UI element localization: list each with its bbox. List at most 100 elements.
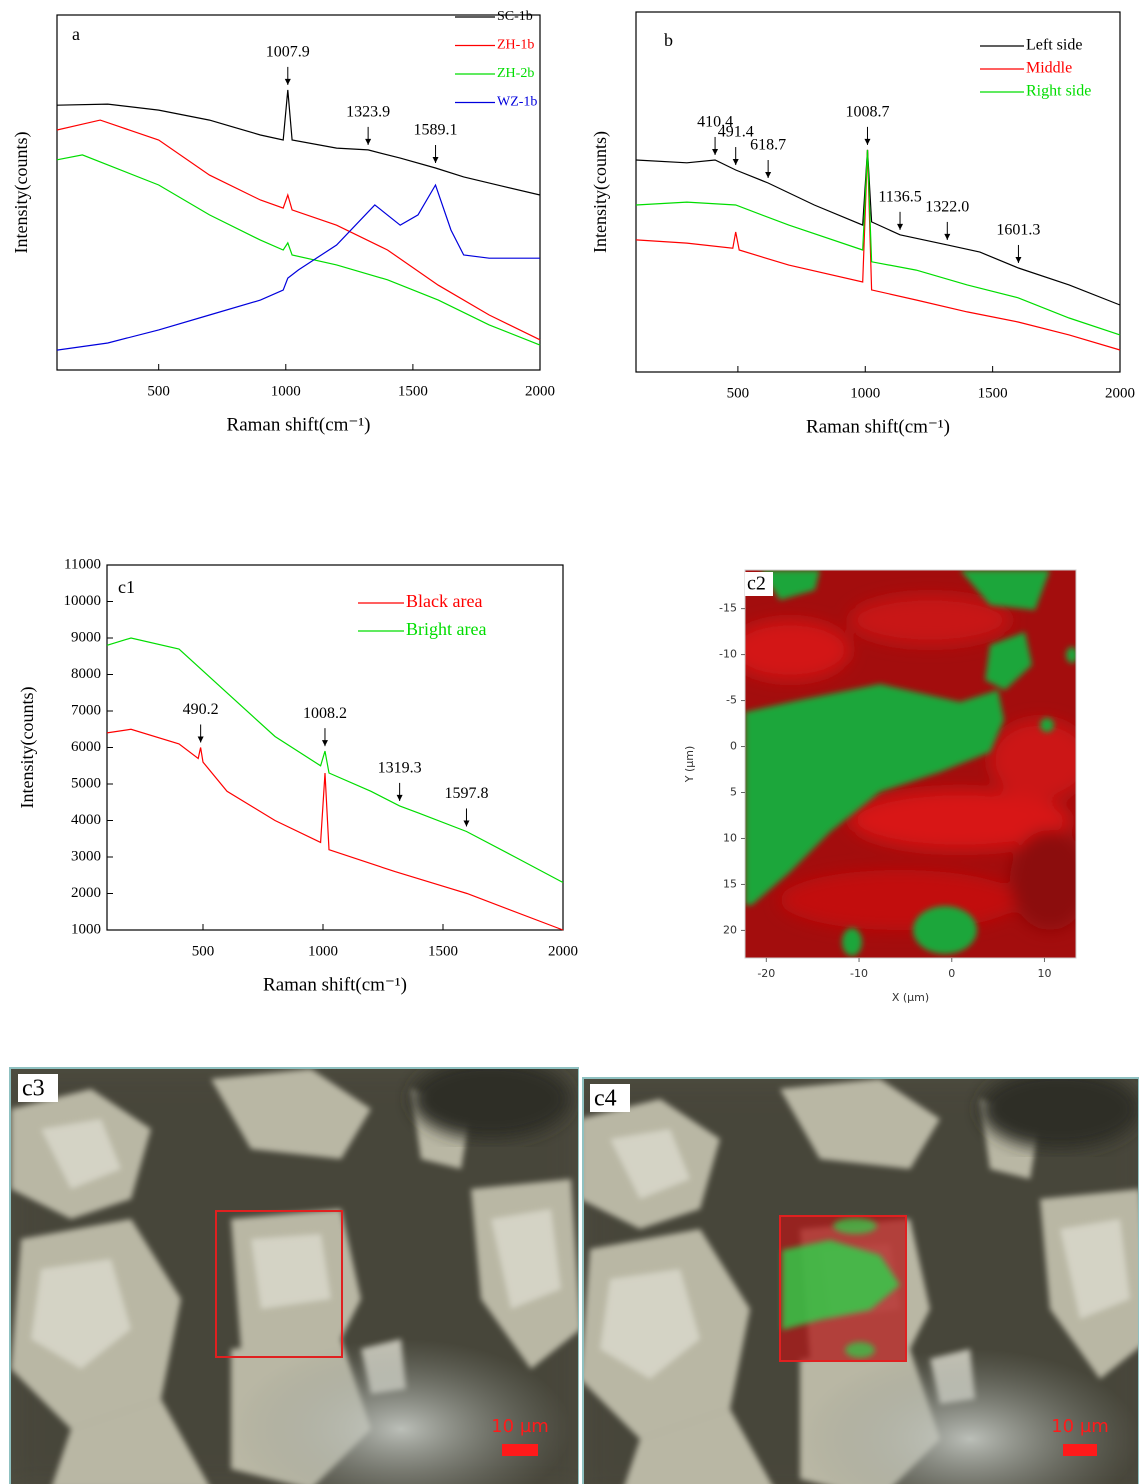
arrow-head <box>765 172 772 178</box>
photo <box>11 1059 581 1484</box>
x-tick-label: 2000 <box>548 943 578 959</box>
x-tick-label: 2000 <box>1105 385 1135 401</box>
arrow-head <box>284 78 291 85</box>
y-tick-label: 10 <box>723 831 737 844</box>
series-line <box>635 149 1121 336</box>
x-axis-label: Raman shift(cm⁻¹) <box>263 974 407 995</box>
y-tick-label: 0 <box>730 740 737 753</box>
arrow-head <box>365 138 372 145</box>
plot-frame <box>635 11 1121 373</box>
legend-label: Right side <box>1026 83 1091 100</box>
arrow-head <box>712 148 719 155</box>
series-line <box>635 149 1121 306</box>
annotation-label: 1322.0 <box>925 199 969 216</box>
scale-bar-label: 10 µm <box>1051 1416 1109 1437</box>
annotation-label: 1136.5 <box>878 189 921 206</box>
annotation-label: 618.7 <box>750 137 786 154</box>
y-axis-label: Intensity(counts) <box>590 131 611 253</box>
y-tick-label: 3000 <box>71 848 101 864</box>
legend-label: Black area <box>406 591 482 611</box>
label-box <box>745 572 773 596</box>
annotation-label: 410.4 <box>697 114 733 131</box>
scale-bar-label: 10 µm <box>491 1416 549 1437</box>
legend-label: Left side <box>1026 37 1082 54</box>
plot-frame <box>56 14 541 371</box>
plot-frame <box>106 564 564 931</box>
arrow-head <box>732 159 739 166</box>
series-line <box>635 149 1121 351</box>
y-tick-label: -5 <box>726 694 737 707</box>
y-tick-label: 9000 <box>71 629 101 645</box>
green-region <box>760 570 820 600</box>
heatmap <box>745 570 1076 958</box>
y-tick-label: 4000 <box>71 812 101 828</box>
y-tick-label: 1000 <box>71 921 101 937</box>
heat-region <box>850 790 1070 850</box>
x-axis-label: X (µm) <box>892 991 929 1004</box>
x-tick-label: 10 <box>1037 967 1051 980</box>
x-tick-label: 1500 <box>978 385 1008 401</box>
arrow-head <box>463 820 470 827</box>
y-tick-label: 7000 <box>71 702 101 718</box>
panel-label: c1 <box>118 577 135 597</box>
annotation-label: 1323.9 <box>346 104 390 121</box>
y-tick-label: 8000 <box>71 666 101 682</box>
green-region <box>1040 718 1054 732</box>
x-tick-label: 500 <box>727 385 750 401</box>
series-line <box>56 119 541 341</box>
panel-label: c3 <box>22 1076 45 1102</box>
x-axis-label: Raman shift(cm⁻¹) <box>227 414 371 435</box>
x-tick-label: 0 <box>948 967 955 980</box>
y-tick-label: 20 <box>723 923 737 936</box>
y-tick-label: 5 <box>730 786 737 799</box>
y-tick-label: 10000 <box>64 593 102 609</box>
x-tick-label: 2000 <box>525 383 555 399</box>
panel-label: a <box>72 24 80 44</box>
green-region <box>1066 647 1076 663</box>
scale-bar <box>1063 1444 1097 1456</box>
y-tick-label: 6000 <box>71 739 101 755</box>
scale-bar <box>502 1444 538 1456</box>
series-line <box>56 89 541 196</box>
annotation-label: 1319.3 <box>378 760 422 777</box>
y-axis-label: Intensity(counts) <box>17 687 38 809</box>
annotation-label: 1601.3 <box>996 222 1040 239</box>
x-tick-label: 1000 <box>271 383 301 399</box>
panel-label: c2 <box>747 573 766 595</box>
legend-label: ZH-1b <box>497 38 534 53</box>
heat-region <box>1010 830 1076 930</box>
arrow-head <box>396 794 403 801</box>
green-region <box>745 684 1004 905</box>
panel-label: b <box>664 30 673 50</box>
label-box <box>18 1074 58 1102</box>
y-tick-label: 2000 <box>71 885 101 901</box>
legend-label: Bright area <box>406 619 486 639</box>
photo <box>580 1069 1146 1484</box>
green-region <box>960 570 1050 610</box>
annotation-label: 1589.1 <box>414 122 458 139</box>
heatmap-green <box>745 570 1076 956</box>
heat-region <box>745 620 850 680</box>
label-box <box>590 1084 630 1112</box>
legend-label: SC-1b <box>497 9 533 24</box>
arrow-head <box>897 223 904 230</box>
annotation-label: 1007.9 <box>266 44 310 61</box>
legend-label: Middle <box>1026 60 1072 77</box>
arrow-head <box>944 233 951 240</box>
series-line <box>106 637 564 884</box>
arrow-head <box>1015 256 1022 263</box>
annotation-label: 490.2 <box>183 701 219 718</box>
x-axis-label: Raman shift(cm⁻¹) <box>806 416 950 437</box>
y-tick-label: 11000 <box>64 556 101 572</box>
series-line <box>56 183 540 351</box>
green-region <box>985 632 1032 690</box>
annotation-label: 1008.2 <box>303 705 347 722</box>
legend-label: ZH-2b <box>497 66 534 81</box>
selection-box <box>779 1215 907 1362</box>
y-axis-label: Intensity(counts) <box>11 132 32 254</box>
x-tick-label: 500 <box>147 383 170 399</box>
legend-label: WZ-1b <box>497 95 537 110</box>
arrow-head <box>197 736 204 743</box>
x-tick-label: 1500 <box>398 383 428 399</box>
